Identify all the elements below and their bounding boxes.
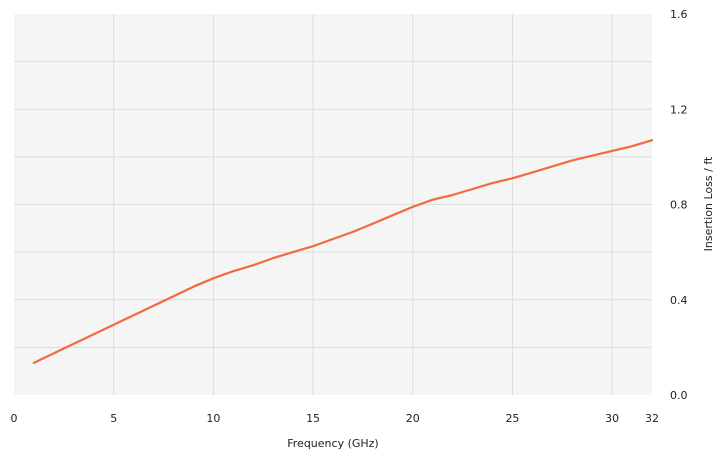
x-tick-label: 20 bbox=[406, 412, 420, 425]
y-tick-label: 1.2 bbox=[670, 103, 688, 116]
y-tick-label: 0.0 bbox=[670, 389, 688, 402]
grid bbox=[14, 14, 652, 395]
x-tick-label: 5 bbox=[110, 412, 117, 425]
x-tick-label: 25 bbox=[505, 412, 519, 425]
y-axis-ticks: 0.0 0.4 0.8 1.2 1.6 bbox=[670, 8, 688, 402]
x-tick-label: 15 bbox=[306, 412, 320, 425]
x-tick-label: 0 bbox=[11, 412, 18, 425]
y-tick-label: 0.4 bbox=[670, 294, 688, 307]
y-tick-label: 0.8 bbox=[670, 199, 688, 212]
x-tick-label: 32 bbox=[645, 412, 659, 425]
y-axis-title: Insertion Loss / ft bbox=[702, 156, 715, 251]
x-tick-label: 10 bbox=[206, 412, 220, 425]
y-tick-label: 1.6 bbox=[670, 8, 688, 21]
x-axis-ticks: 0 5 10 15 20 25 30 32 bbox=[11, 412, 660, 425]
x-axis-title: Frequency (GHz) bbox=[287, 437, 378, 450]
x-tick-label: 30 bbox=[605, 412, 619, 425]
series-line bbox=[32, 139, 654, 364]
